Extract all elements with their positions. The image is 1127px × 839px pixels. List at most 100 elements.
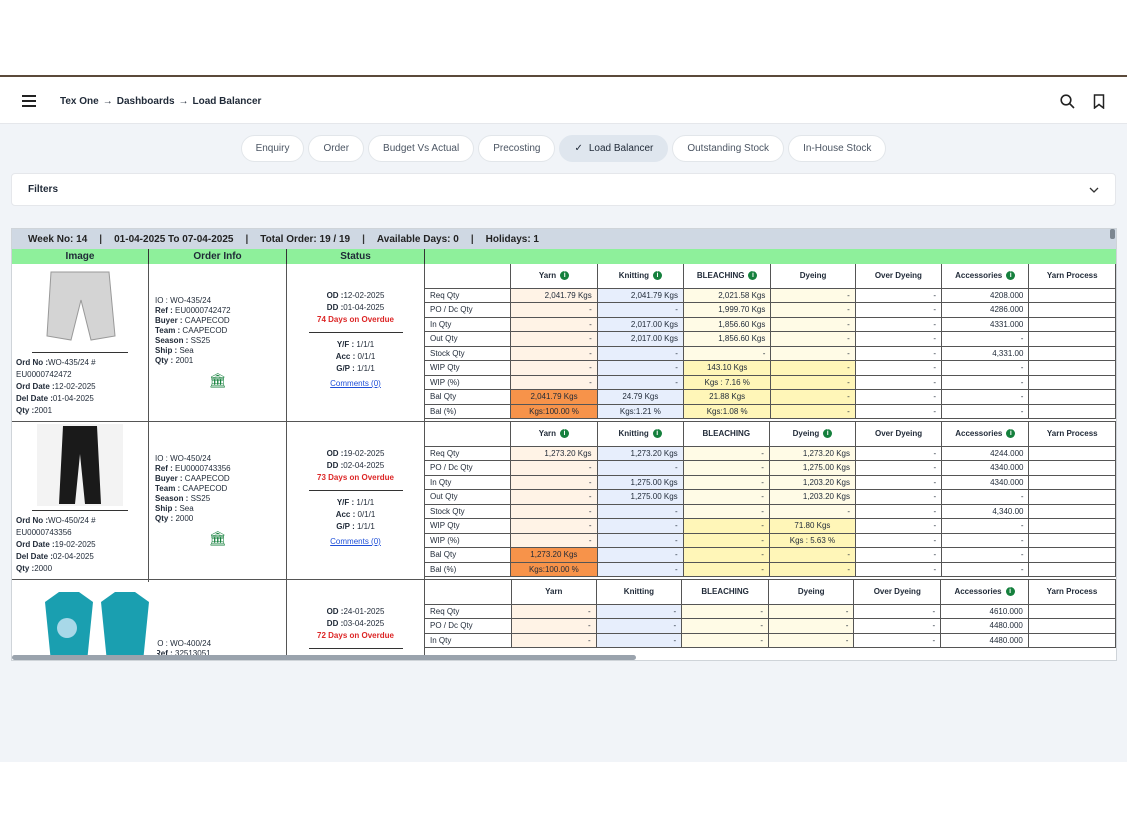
metric-cell: -: [770, 331, 856, 347]
breadcrumb-item: Load Balancer: [192, 95, 262, 107]
status-cell: OD :19-02-2025 DD :02-04-2025 73 Days on O…: [287, 422, 425, 579]
process-header-4: Over Dyeing: [853, 580, 942, 605]
info-icon[interactable]: i: [823, 429, 833, 439]
divider: [32, 352, 128, 353]
info-icon[interactable]: i: [748, 271, 758, 281]
metric-row: WIP (%) - - - Kgs : 5.63 % - -: [425, 533, 1116, 548]
process-header-label: Yarn Process: [1046, 429, 1098, 439]
product-image: [37, 266, 123, 348]
breadcrumb-item[interactable]: Dashboards: [116, 95, 175, 107]
info-icon[interactable]: i: [652, 429, 662, 439]
metric-row: Req Qty - - - - -4610.000: [425, 604, 1116, 619]
metric-cell: 4340.000: [941, 460, 1030, 476]
filters-panel[interactable]: Filters: [11, 173, 1116, 206]
qty: Qty : 2000: [155, 514, 194, 523]
process-grid: Yarn i Knitting i BLEACHING Dyeing i Over Dyein…: [425, 422, 1116, 579]
metric-cell: 1,275.00 Kgs: [597, 489, 684, 505]
metric-label: WIP (%): [425, 375, 512, 390]
tab-precosting[interactable]: Precosting: [478, 135, 556, 162]
metric-cell: 4,331.00: [941, 346, 1030, 361]
metric-label: Stock Qty: [425, 346, 512, 361]
tab-order[interactable]: Order: [308, 135, 365, 162]
horizontal-scrollbar[interactable]: [12, 655, 636, 660]
order-rows: Ord No :WO-435/24 # EU0000742472 Ord Date …: [12, 264, 1116, 660]
info-icon[interactable]: i: [560, 429, 570, 439]
bank-icon[interactable]: 🏛: [208, 372, 227, 388]
metric-row: In Qty - - - - -4480.000: [425, 633, 1116, 648]
check-icon: ✓: [574, 143, 583, 154]
process-header-label: BLEACHING: [701, 587, 749, 597]
metric-cell: 4,340.00: [941, 504, 1030, 519]
header-order-info: Order Info: [149, 249, 287, 264]
process-header-label: Yarn Process: [1046, 271, 1098, 281]
vertical-scrollbar[interactable]: [1110, 229, 1115, 239]
hamburger-menu-icon[interactable]: [22, 95, 36, 107]
metric-label: PO / Dc Qty: [425, 460, 512, 476]
bank-icon[interactable]: 🏛: [208, 530, 227, 546]
metric-cell: -: [511, 618, 597, 634]
metric-cell: -: [941, 404, 1030, 419]
overdue-text: 74 Days on Overdue: [317, 315, 394, 324]
ord-no: Ord No :WO-435/24 #: [16, 358, 96, 367]
metric-cell: 4480.000: [940, 618, 1029, 634]
process-header-0: Yarn i: [510, 422, 598, 447]
metric-cell: 1,999.70 Kgs: [683, 302, 772, 318]
metric-cell: -: [683, 504, 770, 519]
metric-label: Bal Qty: [425, 547, 512, 563]
metric-row: In Qty -2,017.00 Kgs 1,856.60 Kgs - -4331.00…: [425, 317, 1116, 332]
metric-row: Stock Qty - - - - -4,340.00: [425, 504, 1116, 519]
comments-link[interactable]: Comments (0): [330, 537, 381, 546]
metric-cell: -: [597, 533, 684, 548]
product-image-shorts: [37, 266, 123, 348]
metric-cell: 1,203.20 Kgs: [769, 475, 857, 490]
ord-date: Ord Date :19-02-2025: [16, 540, 96, 549]
tab-budget-vs-actual[interactable]: Budget Vs Actual: [368, 135, 475, 162]
process-header-label: Knitting: [623, 587, 655, 597]
metric-cell: [1028, 302, 1116, 318]
metric-cell: 4208.000: [941, 288, 1030, 303]
metric-cell: -: [510, 504, 598, 519]
process-table: Yarn i Knitting i BLEACHING Dyeing i Over Dyein…: [425, 422, 1116, 577]
tab-enquiry[interactable]: Enquiry: [240, 135, 305, 162]
buyer: Buyer : CAAPECOD: [155, 316, 230, 325]
metric-cell: -: [770, 404, 856, 419]
info-icon[interactable]: i: [652, 271, 662, 281]
process-header-2: BLEACHING: [683, 422, 770, 447]
process-table: Yarn i Knitting i BLEACHING i Dyeing Over Dyein…: [425, 264, 1116, 419]
metric-cell: 4610.000: [940, 604, 1029, 619]
bookmark-icon[interactable]: [1093, 93, 1105, 109]
metric-cell: 1,273.20 Kgs: [769, 446, 857, 461]
metric-row: Stock Qty - - - - -4,331.00: [425, 346, 1116, 361]
tab-load-balancer[interactable]: ✓ Load Balancer: [559, 135, 669, 162]
info-icon[interactable]: i: [1006, 429, 1016, 439]
info-icon[interactable]: i: [1005, 587, 1015, 597]
metric-cell: -: [941, 389, 1030, 405]
metric-label: Req Qty: [425, 288, 512, 303]
info-icon[interactable]: i: [1006, 271, 1016, 281]
metric-cell: [1028, 389, 1116, 405]
metric-row: Out Qty -1,275.00 Kgs -1,203.20 Kgs - -: [425, 489, 1116, 505]
process-header-label: Knitting: [618, 271, 649, 281]
info-icon[interactable]: i: [560, 271, 570, 281]
comments-link[interactable]: Comments (0): [330, 379, 381, 388]
process-header-row: Yarn Knitting BLEACHING Dyeing Over Dyeing Ac…: [425, 580, 1116, 605]
tab-in-house-stock[interactable]: In-House Stock: [788, 135, 887, 162]
header-status: Status: [287, 249, 425, 264]
divider: [308, 332, 403, 333]
process-grid: Yarn Knitting BLEACHING Dyeing Over Dyeing Ac…: [425, 580, 1116, 660]
metric-cell: -: [683, 547, 770, 563]
process-header-4: Over Dyeing: [855, 422, 943, 447]
available-days: Available Days: 0: [376, 233, 459, 245]
metric-cell: 1,275.00 Kgs: [597, 475, 684, 490]
metric-cell: 1,203.20 Kgs: [769, 489, 857, 505]
metric-cell: -: [683, 460, 770, 476]
breadcrumb-item[interactable]: Tex One: [60, 95, 99, 107]
metric-cell: -: [681, 633, 770, 648]
metric-cell: 143.10 Kgs: [683, 360, 772, 376]
chevron-down-icon[interactable]: [1089, 187, 1099, 193]
process-header-5: Accessories i: [941, 422, 1030, 447]
search-icon[interactable]: [1060, 93, 1075, 109]
process-header-6: Yarn Process: [1028, 580, 1116, 605]
metric-row: PO / Dc Qty - -1,999.70 Kgs - -4286.000: [425, 302, 1116, 318]
tab-outstanding-stock[interactable]: Outstanding Stock: [672, 135, 785, 162]
